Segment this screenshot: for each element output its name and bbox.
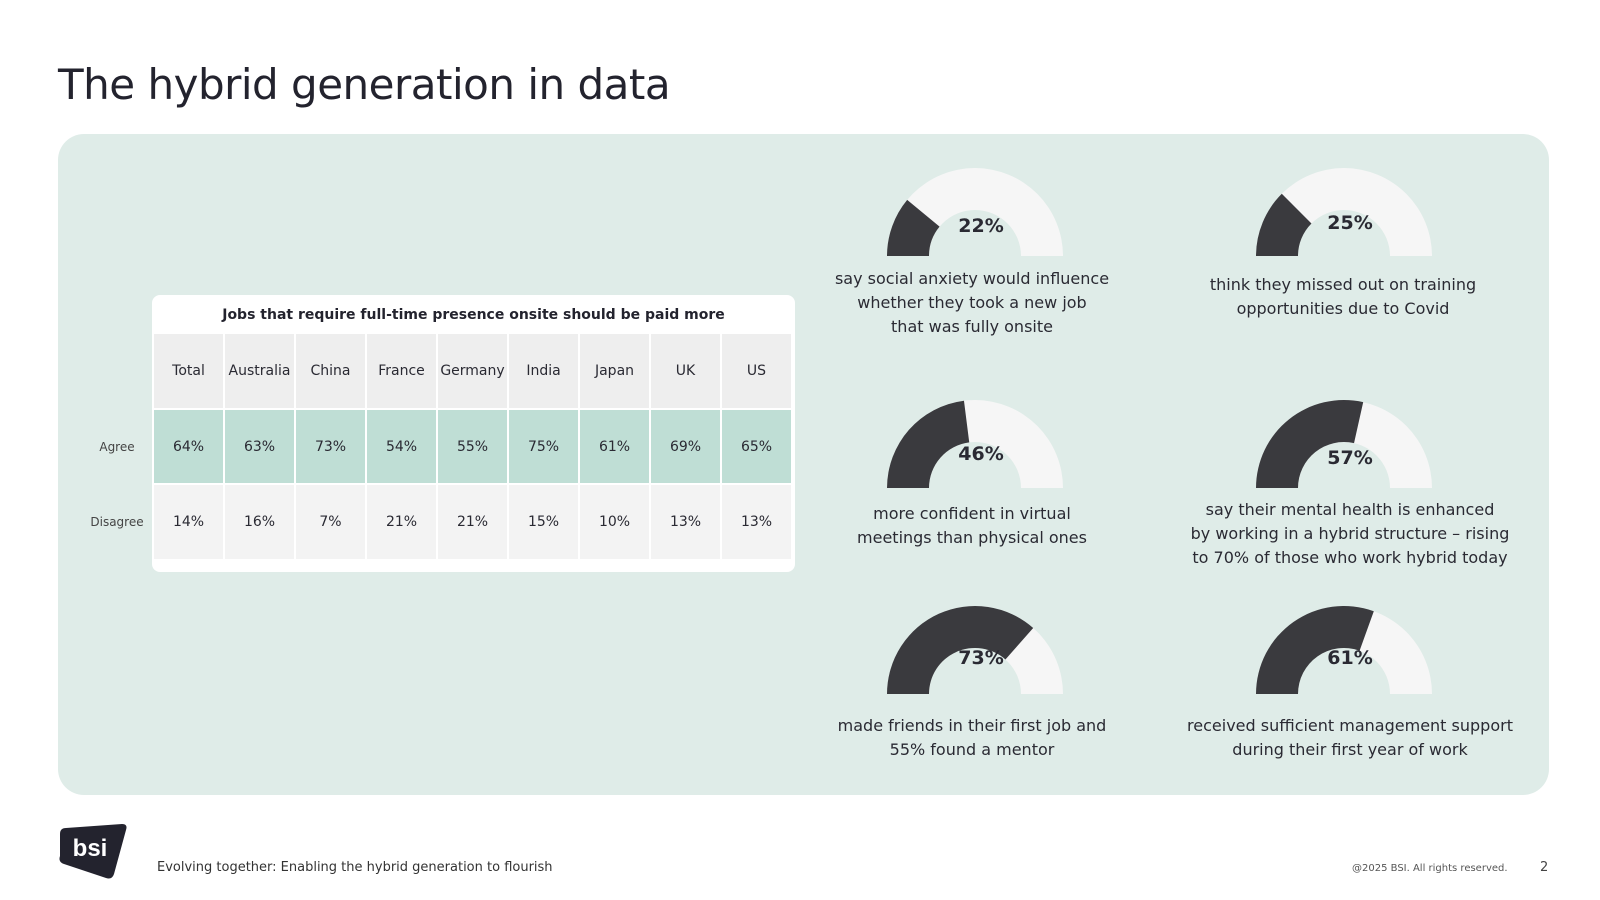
table-cell: 16% [225, 485, 294, 559]
table-cell: 61% [580, 410, 649, 483]
description-line: by working in a hybrid structure – risin… [1190, 524, 1510, 543]
column-header: Japan [580, 334, 649, 408]
page-title: The hybrid generation in data [58, 60, 671, 109]
column-header: China [296, 334, 365, 408]
gauge-value: 57% [1327, 447, 1373, 469]
gauge-virtual-confidence [885, 398, 1065, 490]
description-line: whether they took a new job [857, 293, 1087, 312]
gauge-value: 25% [1327, 212, 1373, 234]
gauge-fill [887, 199, 940, 256]
table-cell: 69% [651, 410, 720, 483]
gauge-svg [1256, 168, 1432, 256]
table-title: Jobs that require full-time presence ons… [222, 307, 725, 323]
table-cell: 63% [225, 410, 294, 483]
gauge-value: 61% [1327, 647, 1373, 669]
gauge-svg [887, 605, 1063, 694]
gauge-management-support [1254, 604, 1434, 696]
footer-tagline: Evolving together: Enabling the hybrid g… [157, 860, 553, 875]
page-number: 2 [1540, 860, 1549, 875]
gauge-value: 46% [958, 443, 1004, 465]
description-line: think they missed out on training [1209, 275, 1477, 294]
description-line: say social anxiety would influence [834, 269, 1110, 288]
gauge-mental-health [1254, 398, 1434, 490]
table-cell: 13% [722, 485, 791, 559]
description-line: opportunities due to Covid [1236, 299, 1450, 318]
table-cell: 15% [509, 485, 578, 559]
gauge-fill [1256, 399, 1364, 488]
gauge-fill [887, 605, 1034, 694]
description-line: made friends in their first job and [837, 716, 1107, 735]
description-line: during their first year of work [1232, 740, 1468, 759]
column-header: Australia [225, 334, 294, 408]
table-cell: 54% [367, 410, 436, 483]
table-cell: 75% [509, 410, 578, 483]
bsi-logo: bsi [56, 820, 130, 888]
row-label-disagree: Disagree [90, 515, 144, 529]
gauge-description: say social anxiety would influence whethe… [807, 267, 1137, 339]
table-cell: 21% [438, 485, 507, 559]
description-line: meetings than physical ones [857, 528, 1087, 547]
row-label-agree: Agree [99, 440, 135, 454]
table-cell: 10% [580, 485, 649, 559]
column-header: France [367, 334, 436, 408]
description-line: 55% found a mentor [889, 740, 1055, 759]
column-header: India [509, 334, 578, 408]
description-line: to 70% of those who work hybrid today [1192, 548, 1508, 567]
table-cell: 14% [154, 485, 223, 559]
table-cell: 64% [154, 410, 223, 483]
gauge-description: think they missed out on training opportu… [1178, 273, 1508, 321]
description-line: more confident in virtual [873, 504, 1071, 523]
gauge-value: 22% [958, 215, 1004, 237]
description-line: that was fully onsite [891, 317, 1053, 336]
column-header: Total [154, 334, 223, 408]
gauge-value: 73% [958, 647, 1004, 669]
column-header: Germany [438, 334, 507, 408]
gauge-fill [1256, 605, 1374, 694]
gauge-social-anxiety [885, 166, 1065, 258]
description-line: say their mental health is enhanced [1205, 500, 1495, 519]
table-cell: 7% [296, 485, 365, 559]
gauge-svg [1256, 605, 1432, 694]
logo-text: bsi [73, 835, 108, 862]
gauge-fill [1256, 193, 1312, 256]
gauge-made-friends [885, 604, 1065, 696]
gauge-description: say their mental health is enhanced by wo… [1185, 498, 1515, 570]
table-cell: 65% [722, 410, 791, 483]
description-line: received sufficient management support [1187, 716, 1513, 735]
copyright: @2025 BSI. All rights reserved. [1352, 863, 1508, 874]
table-cell: 21% [367, 485, 436, 559]
gauge-svg [887, 168, 1063, 256]
table-cell: 73% [296, 410, 365, 483]
gauge-description: made friends in their first job and 55% f… [807, 714, 1137, 762]
gauge-description: received sufficient management support du… [1185, 714, 1515, 762]
gauge-svg [1256, 399, 1432, 488]
gauge-description: more confident in virtual meetings than p… [807, 502, 1137, 550]
table-cell: 55% [438, 410, 507, 483]
gauge-svg [887, 400, 1063, 488]
table-cell: 13% [651, 485, 720, 559]
column-header: US [722, 334, 791, 408]
gauge-missed-training [1254, 166, 1434, 258]
gauge-fill [887, 400, 970, 488]
column-header: UK [651, 334, 720, 408]
